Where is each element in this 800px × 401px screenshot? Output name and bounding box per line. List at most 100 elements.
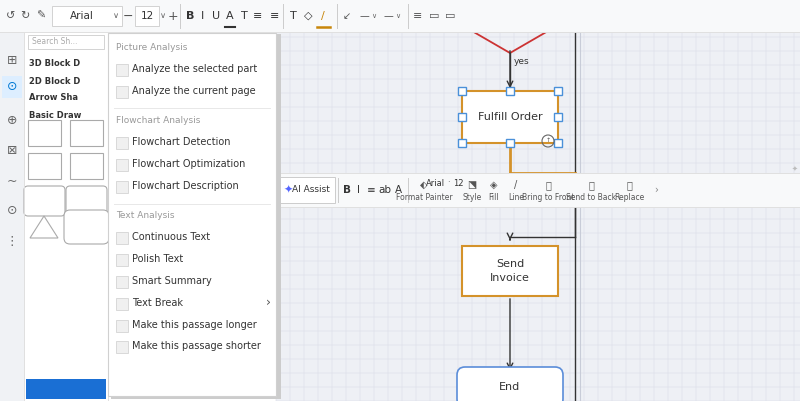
Text: Flowchart Description: Flowchart Description (132, 181, 238, 191)
Text: Continuous Text: Continuous Text (132, 233, 210, 242)
Text: Polish Text: Polish Text (132, 254, 183, 264)
Bar (116, 298, 128, 310)
Text: 2D Block D: 2D Block D (29, 77, 80, 85)
Text: T: T (241, 11, 247, 21)
Text: ◇: ◇ (304, 11, 312, 21)
Bar (458, 113, 466, 121)
Bar (458, 139, 466, 147)
Text: ⬖: ⬖ (420, 180, 428, 190)
Text: Flowchart Detection: Flowchart Detection (132, 137, 230, 147)
Bar (0, 32, 24, 401)
Text: ✦: ✦ (283, 185, 293, 195)
Text: ↺: ↺ (6, 11, 16, 21)
Bar (506, 139, 514, 147)
Text: ↙: ↙ (343, 11, 351, 21)
Text: ▭: ▭ (429, 11, 439, 21)
Text: ∨: ∨ (113, 12, 119, 20)
FancyBboxPatch shape (64, 210, 109, 244)
Text: ∨: ∨ (160, 12, 166, 20)
Text: Line: Line (508, 192, 524, 201)
Bar (506, 87, 514, 95)
FancyBboxPatch shape (66, 186, 107, 216)
Bar (462, 246, 558, 296)
Bar (135, 6, 159, 26)
Bar (458, 87, 466, 95)
FancyBboxPatch shape (24, 186, 65, 216)
Text: Fulfill Order: Fulfill Order (478, 112, 542, 122)
Text: T: T (290, 11, 296, 21)
Text: Style: Style (462, 192, 482, 201)
Text: Smart Summary: Smart Summary (132, 276, 212, 286)
Text: Picture Analysis: Picture Analysis (116, 43, 187, 51)
Bar (554, 113, 562, 121)
Bar (276, 173, 800, 207)
Text: ↑: ↑ (546, 138, 550, 144)
Text: 12: 12 (140, 11, 154, 21)
Bar (24, 32, 108, 401)
FancyBboxPatch shape (457, 367, 563, 401)
Text: ·: · (466, 178, 470, 188)
Text: ⊙: ⊙ (6, 81, 18, 93)
Text: Arial: Arial (70, 11, 94, 21)
Text: Arrow Sha: Arrow Sha (29, 93, 78, 103)
Text: Text Analysis: Text Analysis (116, 211, 174, 220)
Text: ≡: ≡ (270, 11, 280, 21)
Text: 3D Block D: 3D Block D (29, 59, 80, 69)
Text: ~: ~ (6, 174, 18, 188)
Text: ↻: ↻ (20, 11, 30, 21)
Text: ›: › (266, 296, 270, 309)
Bar (279, 177, 335, 203)
Text: ›: › (654, 185, 658, 195)
Text: ≡: ≡ (414, 11, 422, 21)
Text: ▭: ▭ (445, 11, 455, 21)
Bar (28, 153, 61, 179)
Bar (2, 76, 22, 98)
Bar (116, 320, 128, 332)
Text: ⊠: ⊠ (6, 144, 18, 158)
Text: ✦: ✦ (792, 166, 798, 172)
Text: Analyze the current page: Analyze the current page (132, 85, 256, 95)
Text: ≡: ≡ (366, 185, 375, 195)
Bar (116, 64, 128, 76)
Text: A: A (226, 11, 234, 21)
Text: I: I (202, 11, 205, 21)
Text: Search Sh...: Search Sh... (32, 38, 78, 47)
Bar (116, 137, 128, 149)
Text: ✎: ✎ (36, 11, 46, 21)
Text: ⊕: ⊕ (6, 115, 18, 128)
Bar (70, 120, 103, 146)
Bar (28, 35, 104, 49)
Text: ⬔: ⬔ (467, 180, 477, 190)
Text: ·: · (446, 178, 450, 188)
Text: B: B (343, 185, 351, 195)
Text: ◈: ◈ (490, 180, 498, 190)
Text: —: — (359, 11, 369, 21)
Bar (116, 233, 128, 244)
Text: /: / (321, 11, 325, 21)
Bar (116, 159, 128, 171)
Text: Analyze the selected part: Analyze the selected part (132, 64, 258, 74)
Text: yes: yes (514, 57, 530, 65)
Text: ab: ab (378, 185, 391, 195)
Text: Make this passage longer: Make this passage longer (132, 320, 257, 330)
Text: ⬛: ⬛ (626, 180, 632, 190)
Text: ⊞: ⊞ (6, 55, 18, 67)
Text: I: I (358, 185, 361, 195)
Bar (554, 87, 562, 95)
Text: +: + (168, 10, 178, 22)
Text: ⊙: ⊙ (6, 205, 18, 217)
Text: Flowchart Optimization: Flowchart Optimization (132, 159, 246, 169)
Text: Text Break: Text Break (132, 298, 183, 308)
Text: ≡: ≡ (254, 11, 262, 21)
Text: /: / (514, 180, 518, 190)
Text: 12: 12 (453, 178, 463, 188)
Bar (116, 341, 128, 353)
Text: Make this passage shorter: Make this passage shorter (132, 341, 261, 351)
Text: no: no (559, 19, 570, 28)
Text: Format Painter: Format Painter (396, 192, 452, 201)
Text: —: — (383, 11, 393, 21)
Bar (70, 153, 103, 179)
Text: Replace: Replace (614, 192, 644, 201)
Bar (0, 0, 800, 32)
Text: Flowchart Analysis: Flowchart Analysis (116, 116, 200, 125)
